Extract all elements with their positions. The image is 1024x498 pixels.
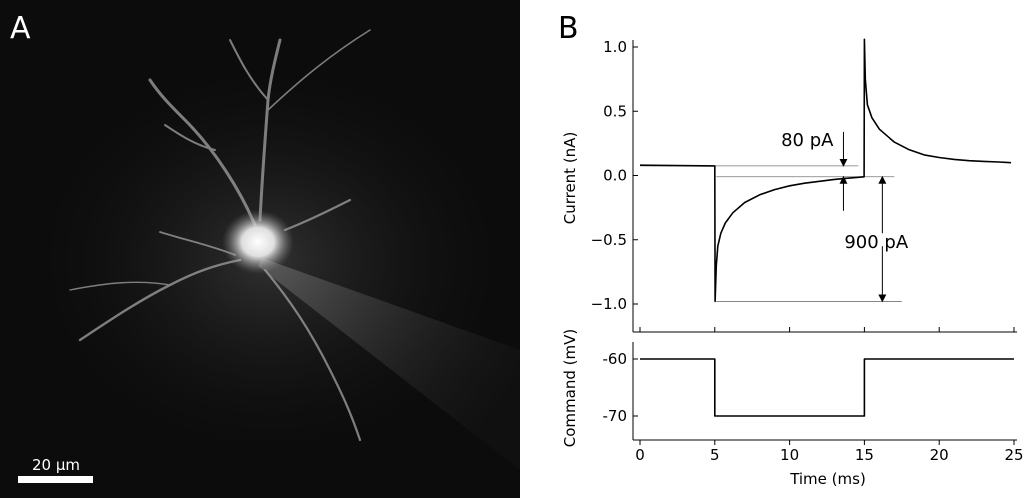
panel-b-label: B	[558, 11, 579, 46]
annotation-label: 80 pA	[781, 130, 834, 151]
neuron-soma	[222, 210, 294, 274]
x-tick-label: 5	[710, 446, 720, 464]
annotation-label: 900 pA	[844, 232, 909, 253]
current-y-tick-label: 0.0	[603, 167, 627, 185]
x-tick-label: 25	[1004, 446, 1023, 464]
x-tick-label: 20	[930, 446, 949, 464]
command-trace	[640, 358, 1014, 417]
scale-bar-label: 20 µm	[32, 456, 80, 474]
traces-panel: B 1.0 0.5 0.0 −0.5 −1.0 Current (nA) 80 pA 90…	[558, 11, 1024, 488]
current-y-tick-label: −1.0	[591, 295, 627, 313]
scale-bar	[18, 476, 93, 483]
x-tick-label: 0	[635, 446, 645, 464]
patch-pipette	[258, 258, 520, 470]
current-y-ticks: 1.0 0.5 0.0 −0.5 −1.0	[591, 38, 638, 313]
command-plot: -60 -70 0 5 10 15 20 25 Command (mV) Time (ms)	[561, 329, 1024, 488]
current-y-tick-label: −0.5	[591, 231, 627, 249]
current-plot: 1.0 0.5 0.0 −0.5 −1.0 Current (nA) 80 pA 900 …	[561, 38, 1017, 333]
panel-a-label: A	[10, 11, 31, 46]
command-x-ticks: 0 5 10 15 20 25	[635, 440, 1024, 464]
current-y-tick-label: 0.5	[603, 102, 627, 120]
command-y-axis-title: Command (mV)	[561, 329, 579, 447]
command-y-tick-label: -70	[603, 407, 628, 425]
command-y-tick-label: -60	[603, 350, 628, 368]
current-trace	[639, 38, 1012, 303]
current-y-tick-label: 1.0	[603, 38, 627, 56]
x-axis-title: Time (ms)	[789, 470, 866, 488]
command-y-ticks: -60 -70	[603, 350, 638, 425]
x-tick-label: 10	[780, 446, 799, 464]
amplitude-annotations: 80 pA 900 pA	[781, 130, 909, 303]
current-x-ticks	[639, 327, 1015, 332]
micrograph-panel: A 20 µm	[0, 0, 520, 498]
current-y-axis-title: Current (nA)	[561, 132, 579, 225]
x-tick-label: 15	[855, 446, 874, 464]
